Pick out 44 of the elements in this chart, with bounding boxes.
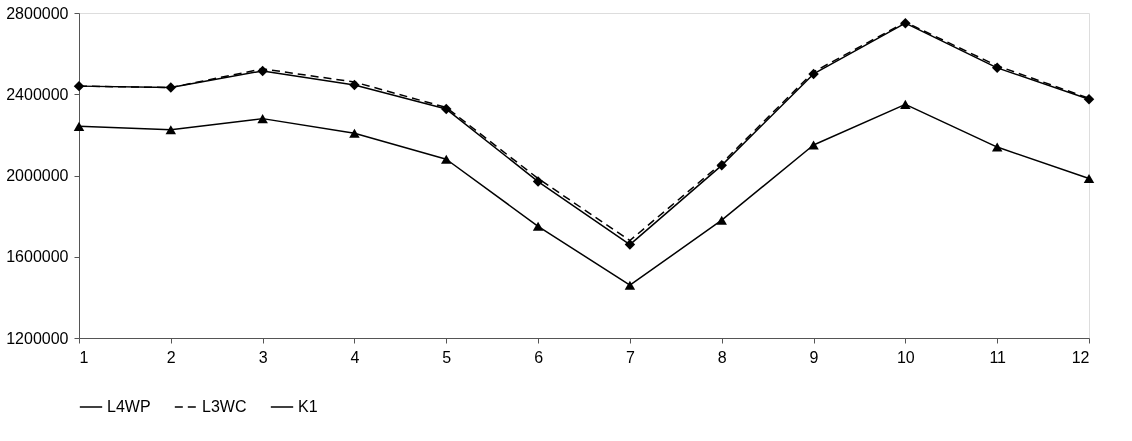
point <box>257 65 268 77</box>
point <box>808 140 819 150</box>
x-tick-label: 9 <box>809 348 819 366</box>
legend-label: L4WP <box>107 398 151 415</box>
x-tick-label: 7 <box>625 348 635 366</box>
point <box>257 114 268 124</box>
point <box>532 176 544 187</box>
x-tick-label: 8 <box>717 348 727 366</box>
x-tick-label: 6 <box>534 348 544 366</box>
point <box>73 80 85 92</box>
x-tick-label: 11 <box>989 348 1007 366</box>
y-tick-label: 2400000 <box>6 85 69 103</box>
legend-label: K1 <box>298 398 318 415</box>
point <box>900 17 911 29</box>
legend-label: L3WC <box>202 398 247 415</box>
point <box>1083 94 1095 105</box>
x-tick-label: 10 <box>896 348 915 366</box>
point <box>716 215 727 225</box>
point <box>349 128 360 138</box>
x-tick-label: 5 <box>442 348 452 366</box>
point <box>165 82 177 93</box>
point <box>165 125 177 135</box>
x-tick-label: 3 <box>258 348 268 366</box>
y-tick-label: 1600000 <box>6 248 69 266</box>
point <box>624 280 636 290</box>
y-tick-label: 1200000 <box>6 329 69 347</box>
point <box>900 99 911 109</box>
point <box>349 79 360 91</box>
point <box>1083 174 1095 184</box>
point <box>624 239 636 250</box>
y-tick-label: 2000000 <box>6 167 69 184</box>
point <box>991 62 1003 74</box>
point <box>441 154 452 164</box>
x-tick-label: 2 <box>166 348 176 366</box>
point <box>808 68 819 80</box>
x-tick-label: 4 <box>350 348 360 366</box>
point <box>532 221 544 231</box>
x-tick-label: 1 <box>79 348 89 366</box>
point <box>716 160 727 171</box>
x-tick-label: 12 <box>1071 348 1090 366</box>
point <box>441 103 452 115</box>
point <box>991 142 1003 152</box>
point <box>73 121 85 131</box>
y-tick-label: 2800000 <box>6 4 69 22</box>
